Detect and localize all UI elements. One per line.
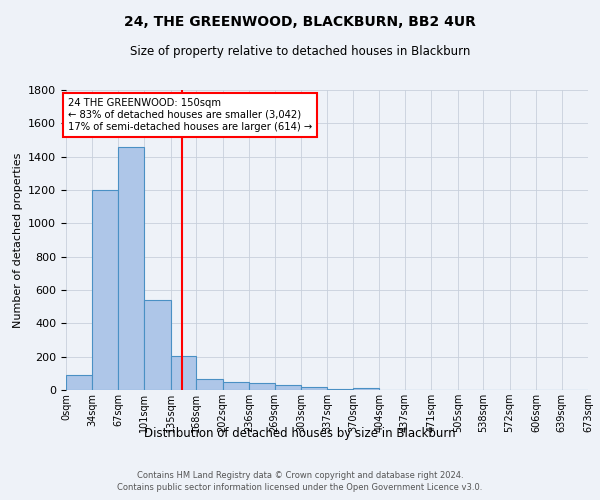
Bar: [145, 300, 171, 390]
Bar: [92, 190, 118, 390]
Text: 24 THE GREENWOOD: 150sqm
← 83% of detached houses are smaller (3,042)
17% of sem: 24 THE GREENWOOD: 150sqm ← 83% of detach…: [68, 98, 312, 132]
Bar: [249, 384, 275, 390]
Bar: [328, 388, 353, 390]
Y-axis label: Number of detached properties: Number of detached properties: [13, 152, 23, 328]
Text: Size of property relative to detached houses in Blackburn: Size of property relative to detached ho…: [130, 45, 470, 58]
Bar: [301, 386, 328, 390]
Text: Distribution of detached houses by size in Blackburn: Distribution of detached houses by size …: [144, 428, 456, 440]
Bar: [171, 356, 196, 390]
Text: Contains public sector information licensed under the Open Government Licence v3: Contains public sector information licen…: [118, 484, 482, 492]
Text: 24, THE GREENWOOD, BLACKBURN, BB2 4UR: 24, THE GREENWOOD, BLACKBURN, BB2 4UR: [124, 15, 476, 29]
Text: Contains HM Land Registry data © Crown copyright and database right 2024.: Contains HM Land Registry data © Crown c…: [137, 471, 463, 480]
Bar: [118, 146, 145, 390]
Bar: [223, 382, 249, 390]
Bar: [66, 375, 92, 390]
Bar: [275, 386, 301, 390]
Bar: [196, 379, 223, 390]
Bar: [353, 388, 379, 390]
